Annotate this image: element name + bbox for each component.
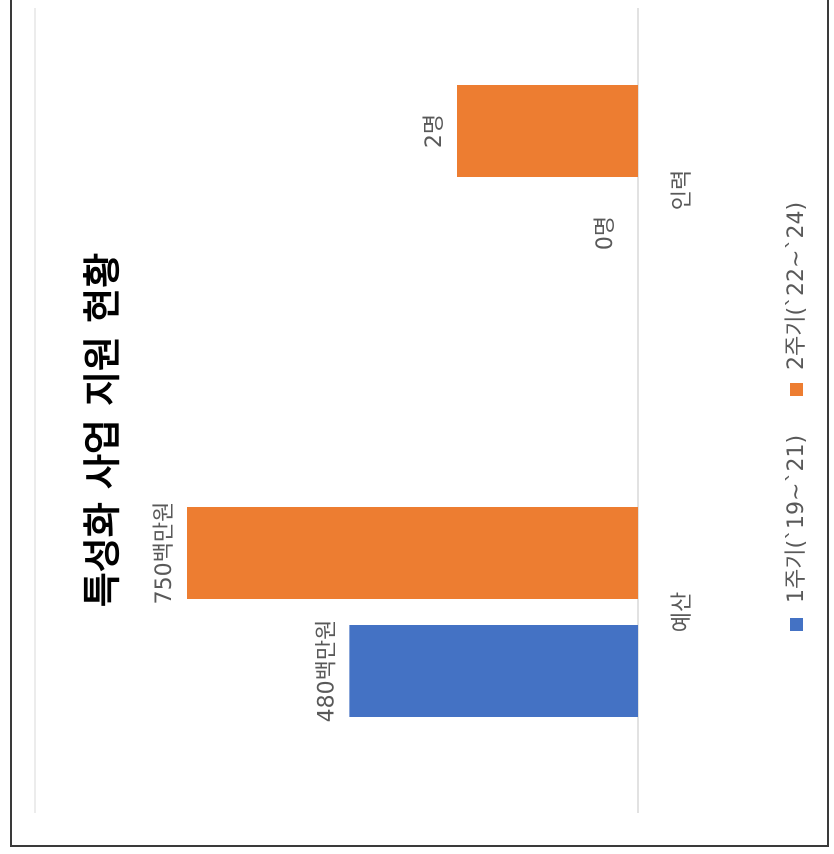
bar — [349, 625, 638, 717]
bar — [187, 507, 638, 599]
bar — [457, 85, 638, 177]
legend-label-series-2: 2주기(`22~`24) — [784, 202, 809, 370]
category-label: 인력 — [670, 170, 695, 210]
data-label: 480백만원 — [314, 620, 339, 723]
category-label: 예산 — [670, 592, 695, 632]
legend-swatch-series-1 — [790, 618, 803, 631]
chart-title: 특성화 사업 지원 현황 — [81, 253, 125, 607]
legend-label-series-1: 1주기(`19~`21) — [784, 435, 809, 603]
data-label: 750백만원 — [152, 502, 177, 605]
legend: 1주기(`19~`21) 2주기(`22~`24) — [784, 202, 809, 631]
legend-swatch-series-2 — [790, 383, 803, 396]
data-label: 0명 — [593, 216, 618, 250]
chart-marks: 예산 480백만원 750백만원 인력 0명 2명 — [152, 85, 695, 722]
data-label: 2명 — [422, 114, 447, 148]
